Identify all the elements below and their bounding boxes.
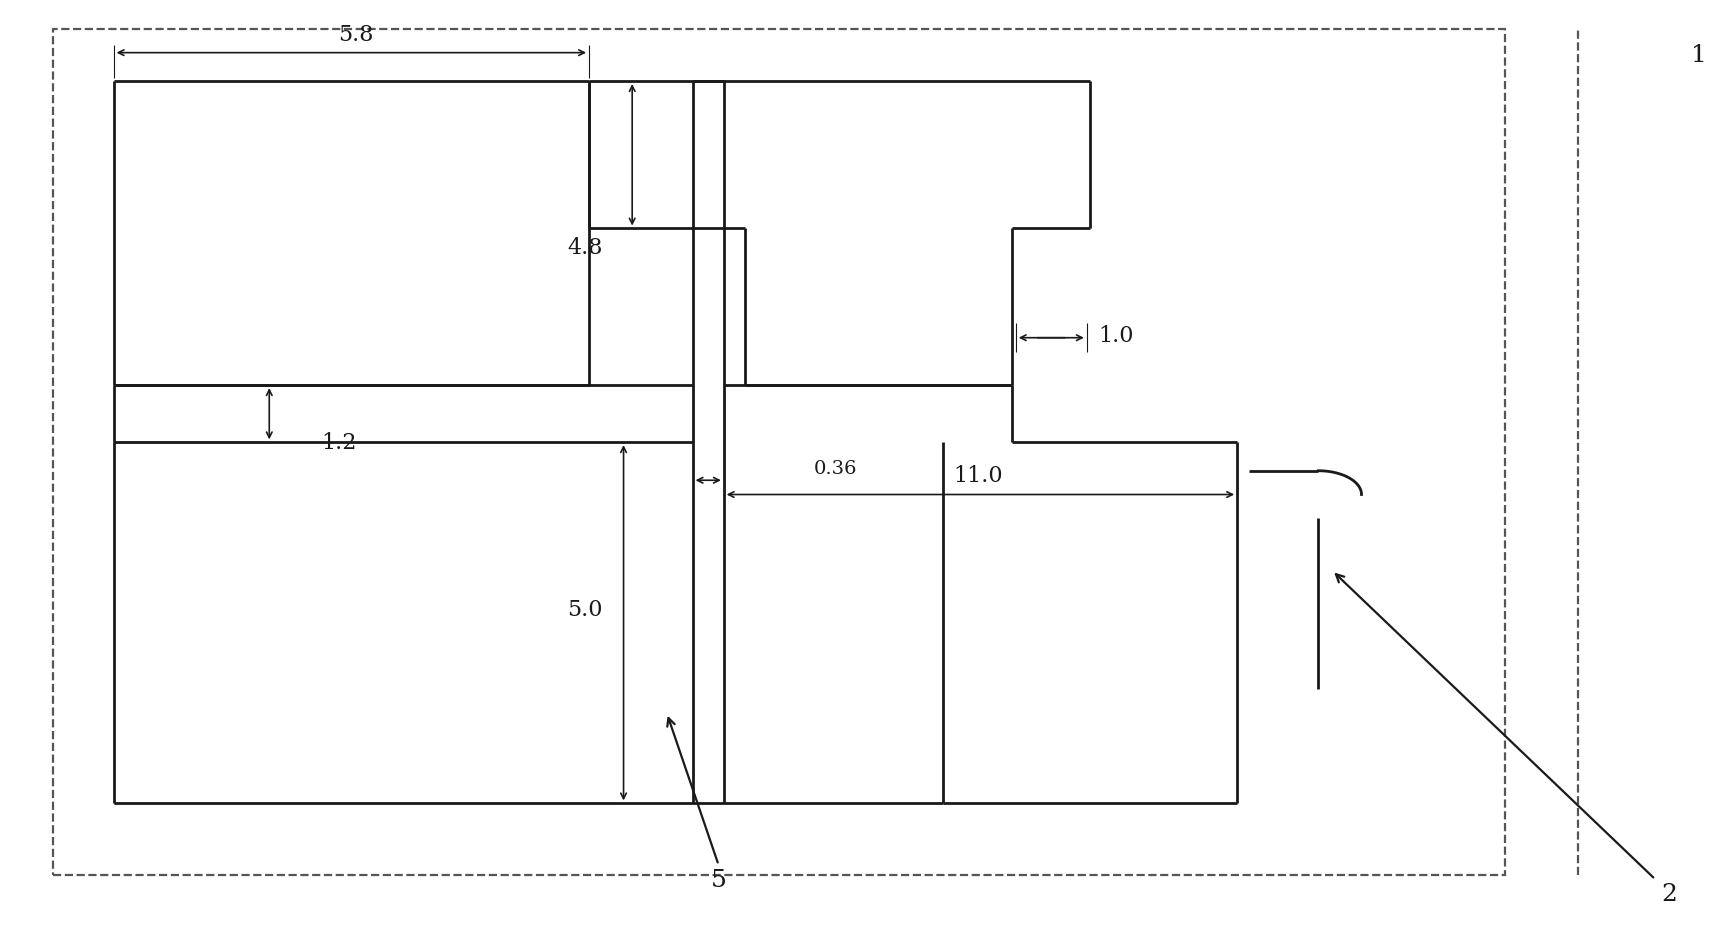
Text: 1.2: 1.2: [322, 432, 356, 454]
Text: 4.8: 4.8: [567, 237, 602, 259]
Text: 1: 1: [1690, 44, 1706, 67]
Text: 11.0: 11.0: [953, 465, 1002, 487]
Text: 5: 5: [711, 868, 727, 891]
Text: 5.8: 5.8: [337, 24, 374, 46]
Bar: [54, 30, 1503, 875]
Text: 0.36: 0.36: [813, 460, 856, 477]
Text: 5.0: 5.0: [567, 598, 602, 620]
Text: 1.0: 1.0: [1099, 325, 1133, 347]
Text: 2: 2: [1661, 883, 1676, 905]
